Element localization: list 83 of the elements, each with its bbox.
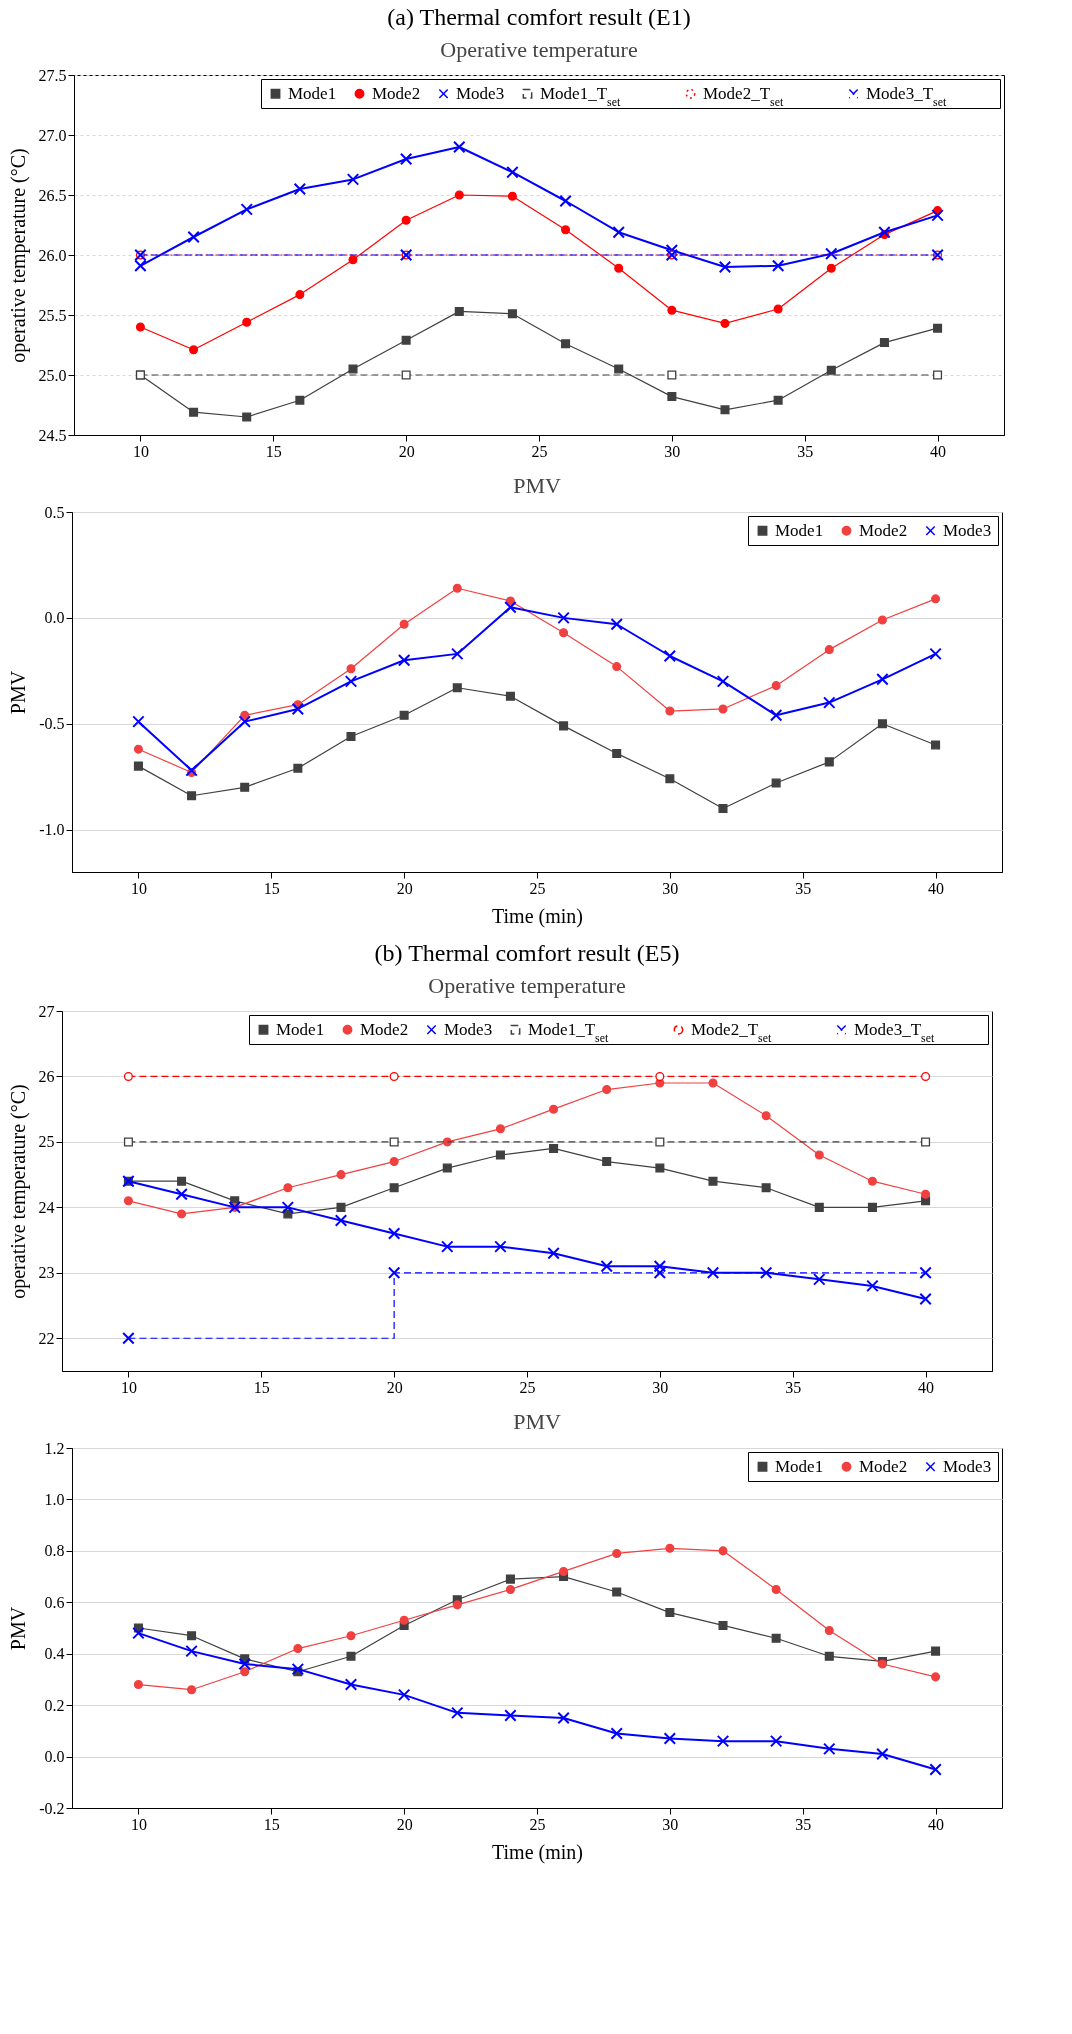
y-axis-title: operative temperature (°C) [6,1084,30,1299]
y-tick-label: 1.2 [44,1439,65,1457]
y-tick-label: 0.8 [44,1542,65,1560]
chart-title: PMV [513,1409,561,1434]
legend-label: Mode1_T$_{set}$ [540,83,621,109]
y-tick-label: 23 [38,1264,55,1282]
x-tick-label: 40 [930,442,947,460]
y-tick-label: 0.6 [44,1593,65,1611]
x-tick-label: 10 [132,442,149,460]
x-axis-title: Time (min) [492,1840,583,1864]
chart-subtitle: Operative temperature [440,37,638,62]
y-tick-label: -0.5 [39,715,65,733]
x-tick-label: 35 [795,1815,812,1833]
x-tick-label: 10 [130,1815,147,1833]
x-tick-label: 20 [398,442,415,460]
legend-label: Mode2_T$_{set}$ [703,83,784,109]
x-tick-label: 25 [529,879,546,897]
legend-label: Mode3 [943,520,992,540]
x-tick-label: 30 [662,879,679,897]
legend-label: Mode3 [444,1019,493,1039]
x-tick-label: 15 [253,1378,270,1396]
y-axis-title: operative temperature (°C) [6,148,30,363]
y-tick-label: 27 [38,1002,55,1020]
legend-label: Mode2 [360,1019,409,1039]
x-tick-label: 20 [386,1378,403,1396]
x-tick-label: 15 [263,879,280,897]
x-tick-label: 25 [529,1815,546,1833]
y-tick-label: 0.5 [44,503,65,521]
y-tick-label: 22 [38,1329,55,1347]
y-tick-label: 26.5 [38,186,67,204]
y-tick-label: 25.0 [38,366,67,384]
x-tick-label: 30 [664,442,681,460]
y-tick-label: 25 [38,1133,55,1151]
x-tick-label: 20 [396,879,413,897]
legend-label: Mode1_T$_{set}$ [528,1019,609,1045]
legend-label: Mode1 [276,1019,325,1039]
x-tick-label: 15 [265,442,282,460]
x-tick-label: 30 [662,1815,679,1833]
legend-label: Mode1 [288,83,337,103]
y-tick-label: 0.0 [44,1748,65,1766]
legend-label: Mode2 [859,1456,908,1476]
x-tick-label: 40 [928,1815,945,1833]
y-tick-label: 25.5 [38,306,67,324]
y-tick-label: 1.0 [44,1490,65,1508]
legend-label: Mode2 [859,520,908,540]
y-tick-label: 27.5 [38,66,67,84]
x-tick-label: 40 [928,879,945,897]
y-tick-label: 24 [38,1198,55,1216]
y-tick-label: -1.0 [39,821,65,839]
legend-label: Mode3_T$_{set}$ [854,1019,935,1045]
legend-label: Mode1 [775,520,824,540]
legend-label: Mode3 [456,83,505,103]
legend-label: Mode2 [372,83,421,103]
chart-title: (a) Thermal comfort result (E1) [387,4,691,30]
x-axis-title: Time (min) [492,904,583,928]
y-tick-label: 0.2 [44,1696,65,1714]
x-tick-label: 30 [652,1378,669,1396]
y-tick-label: 27.0 [38,126,67,144]
chart-subtitle: Operative temperature [428,973,626,998]
x-tick-label: 10 [130,879,147,897]
legend-label: Mode1 [775,1456,824,1476]
chart-title: (b) Thermal comfort result (E5) [374,940,680,966]
x-tick-label: 25 [531,442,548,460]
y-tick-label: 24.5 [38,426,67,444]
y-tick-label: 26.0 [38,246,67,264]
y-tick-label: 0.0 [44,609,65,627]
legend-label: Mode3_T$_{set}$ [866,83,947,109]
x-tick-label: 10 [120,1378,137,1396]
y-tick-label: 0.4 [44,1645,65,1663]
legend-label: Mode3 [943,1456,992,1476]
x-tick-label: 15 [263,1815,280,1833]
y-tick-label: 26 [38,1067,55,1085]
y-tick-label: -0.2 [39,1799,65,1817]
x-tick-label: 35 [795,879,812,897]
chart-title: PMV [513,473,561,498]
x-tick-label: 25 [519,1378,536,1396]
x-tick-label: 40 [918,1378,935,1396]
y-axis-title: PMV [7,1606,30,1651]
x-tick-label: 35 [785,1378,802,1396]
y-axis-title: PMV [7,670,30,715]
x-tick-label: 35 [797,442,814,460]
legend-label: Mode2_T$_{set}$ [691,1019,772,1045]
x-tick-label: 20 [396,1815,413,1833]
